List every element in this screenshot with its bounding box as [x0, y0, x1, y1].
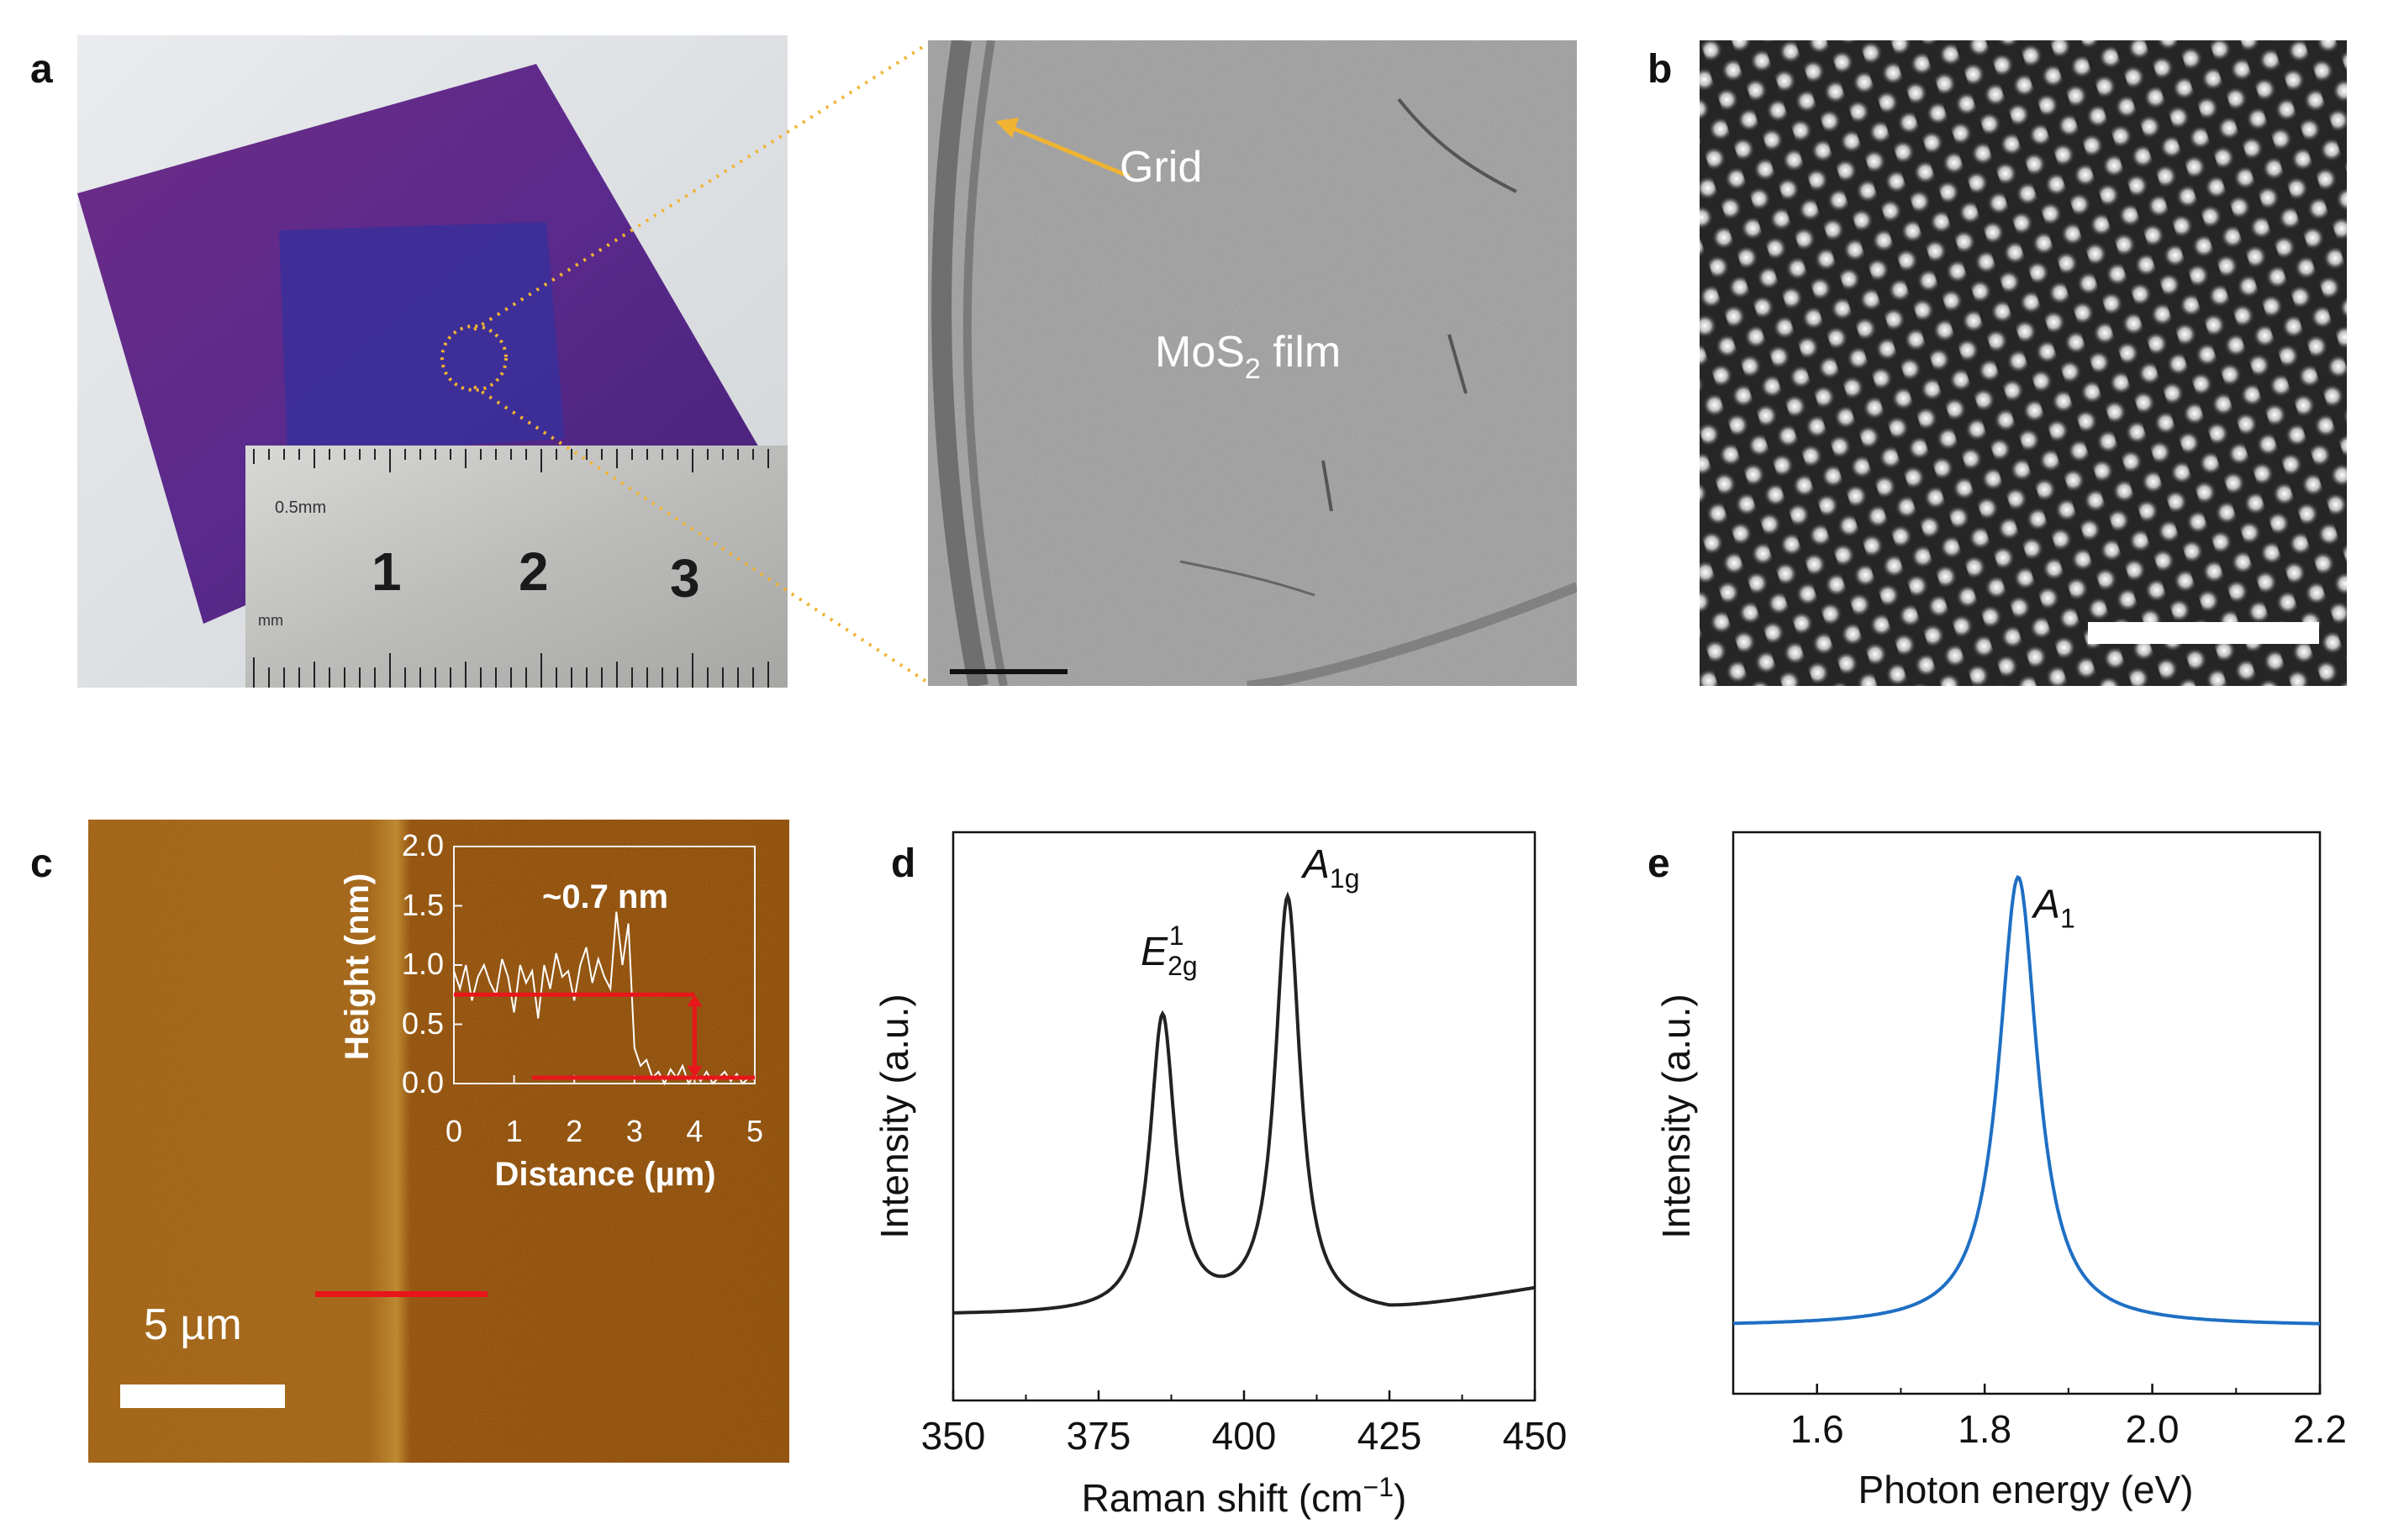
- raman-xtick-label: 450: [1503, 1414, 1568, 1458]
- panel-letter-b: b: [1647, 47, 1673, 92]
- afm-image: 5 µm: [88, 820, 789, 1463]
- grid-label: Grid: [1120, 143, 1202, 192]
- inset-xtick: 3: [626, 1114, 643, 1148]
- afm-scale-bar: [120, 1384, 285, 1408]
- ruler-small-label: 0.5mm: [275, 498, 326, 517]
- tem-image-graphic: Grid MoS2 film: [928, 40, 1577, 686]
- raman-peak-label: E2g1: [1141, 920, 1198, 981]
- inset-ytick: 1.5: [402, 888, 444, 922]
- ruler-mm-label: mm: [258, 612, 283, 629]
- pl-chart: Intensity (a.u.) Photon energy (eV) 1.6 1…: [1656, 831, 2347, 1511]
- panel-letter-c: c: [30, 841, 53, 886]
- inset-arrow-head-down: [687, 1065, 703, 1078]
- pl-xtick-label: 2.2: [2293, 1407, 2347, 1451]
- inset-xtick: 2: [566, 1114, 583, 1148]
- raman-xtick-label: 375: [1067, 1414, 1131, 1458]
- raman-xlabel: Raman shift (cm−1): [1082, 1472, 1407, 1520]
- inset-ytick: 2.0: [402, 828, 444, 862]
- raman-xtick-label: 425: [1357, 1414, 1422, 1458]
- inset-xtick: 5: [746, 1114, 763, 1148]
- afm-image-graphic: 5 µm: [88, 820, 789, 1463]
- tem-image: Grid MoS2 film: [928, 40, 1577, 686]
- panel-letter-a: a: [30, 47, 53, 92]
- inset-xlabel: Distance (µm): [494, 1156, 715, 1193]
- raman-ylabel: Intensity (a.u.): [874, 994, 916, 1238]
- pl-peak-label: A1: [2031, 882, 2075, 933]
- hrtem-scale-bar: [2088, 622, 2319, 644]
- inset-ylabel: Height (nm): [339, 873, 376, 1060]
- raman-frame: [952, 831, 1537, 1402]
- pl-series-line: [1733, 874, 2320, 1326]
- hrtem-image: [1700, 40, 2347, 686]
- film-label: MoS2 film: [1155, 328, 1341, 385]
- pl-frame: [1732, 831, 2322, 1395]
- inset-xtick: 1: [506, 1114, 523, 1148]
- pl-xlabel: Photon energy (eV): [1858, 1468, 2194, 1511]
- inset-ytick: 1.0: [402, 947, 444, 981]
- pl-ylabel: Intensity (a.u.): [1656, 994, 1698, 1238]
- inset-annotation: ~0.7 nm: [542, 878, 668, 915]
- afm-scale-label: 5 µm: [144, 1300, 242, 1349]
- ruler-number-2: 2: [519, 541, 549, 602]
- ruler-number-3: 3: [670, 548, 700, 609]
- afm-inset-chart: ~0.7 nm Distance (µm) Height (nm) 0 1 2 …: [339, 828, 763, 1193]
- grid-arrow-head: [995, 118, 1019, 138]
- raman-peak-label: A1g: [1300, 842, 1360, 894]
- panel-letter-e: e: [1647, 841, 1670, 886]
- pl-xtick-label: 1.8: [1958, 1407, 2011, 1451]
- inset-ytick: 0.0: [402, 1065, 444, 1100]
- hrtem-image-graphic: [1700, 40, 2347, 686]
- inset-xtick: 0: [445, 1114, 462, 1148]
- afm-profile-line: [315, 1291, 488, 1297]
- grid-arrow: [1003, 122, 1131, 179]
- raman-series-line: [952, 891, 1536, 1315]
- wafer-photo-graphic: 0.5mm mm 1 2 3: [77, 35, 788, 688]
- raman-chart: Intensity (a.u.) Raman shift (cm−1) 350 3…: [874, 831, 1568, 1520]
- wafer-photo: 0.5mm mm 1 2 3: [77, 35, 788, 688]
- raman-xtick-label: 350: [921, 1414, 986, 1458]
- pl-xtick-label: 2.0: [2126, 1407, 2180, 1451]
- ruler-number-1: 1: [372, 541, 402, 602]
- inset-ytick: 0.5: [402, 1006, 444, 1041]
- raman-xtick-label: 400: [1212, 1414, 1277, 1458]
- inset-arrow-head-up: [687, 994, 703, 1007]
- zoom-circle: [440, 324, 508, 392]
- tem-scale-bar: [950, 669, 1067, 674]
- inset-profile-line: [453, 911, 756, 1086]
- panel-letter-d: d: [891, 841, 916, 886]
- inset-xtick: 4: [686, 1114, 703, 1148]
- pl-xtick-label: 1.6: [1790, 1407, 1844, 1451]
